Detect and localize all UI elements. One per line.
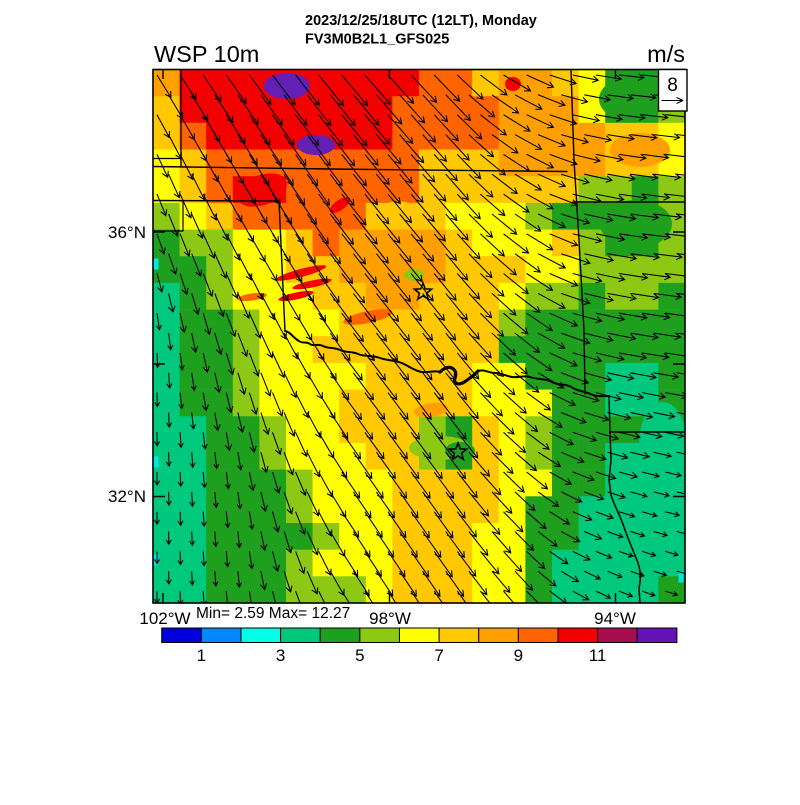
svg-text:98°W: 98°W bbox=[369, 609, 411, 628]
svg-text:7: 7 bbox=[434, 646, 443, 665]
svg-text:FV3M0B2L1_GFS025: FV3M0B2L1_GFS025 bbox=[305, 32, 449, 48]
svg-text:8: 8 bbox=[667, 75, 678, 96]
svg-text:WSP 10m: WSP 10m bbox=[154, 41, 259, 67]
svg-text:Min= 2.59 Max= 12.27: Min= 2.59 Max= 12.27 bbox=[196, 605, 350, 622]
svg-text:94°W: 94°W bbox=[594, 609, 636, 628]
svg-text:32°N: 32°N bbox=[108, 487, 146, 506]
svg-text:2023/12/25/18UTC (12LT), Monda: 2023/12/25/18UTC (12LT), Monday bbox=[305, 13, 537, 29]
svg-text:5: 5 bbox=[355, 646, 364, 665]
svg-text:m/s: m/s bbox=[647, 41, 685, 67]
svg-text:102°W: 102°W bbox=[139, 609, 190, 628]
svg-text:9: 9 bbox=[514, 646, 523, 665]
svg-text:1: 1 bbox=[197, 646, 206, 665]
svg-text:11: 11 bbox=[589, 646, 607, 665]
svg-text:3: 3 bbox=[276, 646, 285, 665]
svg-text:36°N: 36°N bbox=[108, 223, 146, 242]
